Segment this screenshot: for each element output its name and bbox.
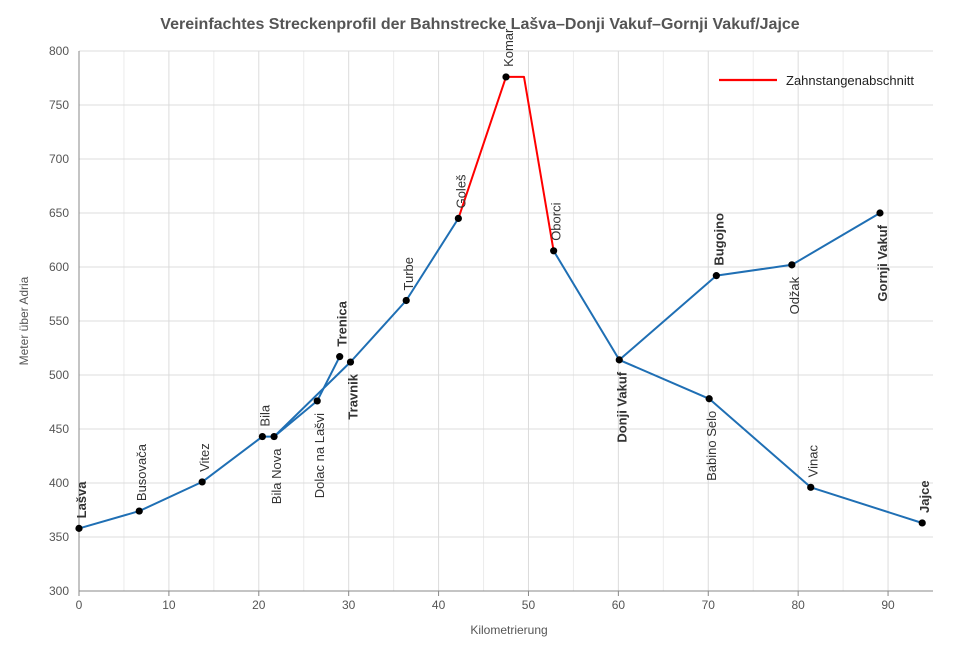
- station-point: [705, 395, 713, 403]
- station-label: Babino Selo: [704, 411, 719, 481]
- y-tick-label: 400: [49, 476, 69, 490]
- station-point: [258, 432, 266, 441]
- station-label: Dolac na Lašvi: [312, 413, 327, 498]
- x-tick-label: 40: [432, 598, 446, 612]
- y-tick-label: 750: [49, 98, 69, 112]
- station-label: Komar: [501, 28, 516, 67]
- x-tick-label: 20: [252, 598, 266, 612]
- station-label: Trenica: [335, 300, 350, 346]
- station-point: [550, 247, 558, 255]
- x-tick-label: 0: [76, 598, 83, 612]
- station-label: Gornji Vakuf: [875, 224, 890, 301]
- station-point: [788, 261, 796, 269]
- series-line-4: [618, 358, 923, 524]
- station-point: [75, 524, 83, 532]
- station-label: Vitez: [197, 443, 212, 472]
- station-label: Lašva: [74, 481, 89, 519]
- station-labels: Lašva Busovača Vitez Bila Bila Nova Dolac na …: [74, 28, 932, 518]
- station-label: Travnik: [345, 373, 360, 419]
- chart-title: Vereinfachtes Streckenprofil der Bahnstr…: [160, 16, 799, 33]
- y-axis-title: Meter über Adria: [17, 276, 31, 365]
- x-tick-label: 60: [612, 598, 626, 612]
- station-label: Vinac: [806, 445, 821, 478]
- x-tick-label: 90: [881, 598, 895, 612]
- station-point: [502, 73, 510, 81]
- x-tick-label: 70: [702, 598, 716, 612]
- x-tick-label: 80: [791, 598, 805, 612]
- grid: [78, 50, 933, 592]
- y-tick-label: 500: [49, 368, 69, 382]
- station-label: Turbe: [401, 257, 416, 290]
- y-tick-label: 450: [49, 422, 69, 436]
- axes: 300 350 400 450 500 550 600 650 700 750 800 0 10 20 30…: [49, 44, 933, 612]
- station-label: Busovača: [134, 443, 149, 501]
- station-label: Donji Vakuf: [614, 371, 629, 442]
- station-point: [313, 397, 321, 405]
- station-point: [454, 214, 462, 222]
- station-point: [198, 478, 206, 486]
- x-tick-label: 10: [162, 598, 176, 612]
- legend: Zahnstangenabschnitt: [719, 73, 914, 88]
- station-label: Jajce: [917, 480, 932, 513]
- station-point: [918, 519, 926, 527]
- station-point: [336, 353, 344, 361]
- series-line-1: [273, 217, 460, 438]
- station-label: Odžak: [787, 276, 802, 314]
- y-tick-label: 350: [49, 530, 69, 544]
- station-label: Goleš: [453, 174, 468, 208]
- y-tick-label: 600: [49, 260, 69, 274]
- station-point: [135, 507, 143, 515]
- legend-label-rack: Zahnstangenabschnitt: [786, 73, 914, 88]
- y-tick-label: 550: [49, 314, 69, 328]
- x-tick-label: 50: [522, 598, 536, 612]
- station-point: [346, 358, 355, 366]
- y-tick-label: 700: [49, 152, 69, 166]
- y-tick-label: 300: [49, 584, 69, 598]
- station-label: Bila Nova: [269, 448, 284, 504]
- station-label: Bugojno: [711, 213, 726, 266]
- station-point: [615, 356, 623, 364]
- y-tick-label: 800: [49, 44, 69, 58]
- x-tick-label: 30: [342, 598, 356, 612]
- station-point: [712, 272, 720, 280]
- station-point: [402, 296, 410, 305]
- station-point: [807, 483, 815, 491]
- station-label: Oborci: [549, 202, 564, 240]
- station-point: [876, 209, 884, 217]
- series-line-2: [457, 75, 555, 251]
- y-tick-label: 650: [49, 206, 69, 220]
- station-points: [75, 73, 926, 532]
- station-point: [270, 432, 278, 441]
- x-axis-title: Kilometrierung: [470, 623, 547, 637]
- station-label: Bila: [257, 404, 272, 426]
